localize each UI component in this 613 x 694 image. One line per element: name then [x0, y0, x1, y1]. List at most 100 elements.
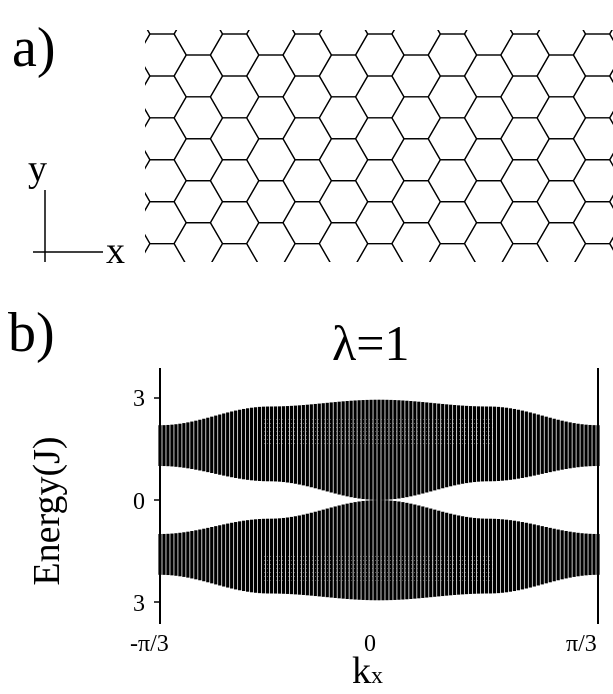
band-slice	[246, 408, 249, 480]
band-slice	[210, 527, 213, 583]
band-slice	[238, 410, 241, 479]
band-slice	[298, 405, 301, 484]
x-axis-label: kx	[352, 652, 383, 690]
band-slice	[397, 501, 400, 599]
band-slice	[234, 522, 237, 589]
band-slice	[421, 506, 424, 597]
band-slice	[290, 517, 293, 594]
band-slice	[501, 519, 504, 592]
band-slice	[282, 518, 285, 594]
band-slice	[557, 530, 560, 581]
band-slice	[545, 527, 548, 583]
band-slice	[588, 534, 591, 575]
band-slice	[294, 406, 297, 484]
band-slice	[449, 514, 452, 596]
band-slice	[553, 529, 556, 582]
band-slice	[338, 505, 341, 598]
band-slice	[401, 400, 404, 497]
band-slice	[234, 411, 237, 478]
band-slice	[569, 532, 572, 578]
band-slice	[525, 523, 528, 589]
band-slice	[322, 403, 325, 490]
band-slice	[389, 400, 392, 500]
band-slice	[294, 516, 297, 594]
x-tick-right: π/3	[566, 632, 597, 656]
band-slice	[218, 415, 221, 475]
band-slice	[210, 417, 213, 473]
band-slice	[170, 425, 173, 467]
x-axis-label-main: k	[352, 650, 371, 692]
band-slice	[580, 424, 583, 467]
band-slice	[409, 401, 412, 496]
band-slice	[342, 401, 345, 495]
band-slice	[441, 404, 444, 488]
band-slice	[389, 501, 392, 601]
band-slice	[365, 501, 368, 601]
band-slice	[318, 511, 321, 597]
band-slice	[449, 405, 452, 487]
band-slice	[258, 407, 261, 481]
band-slice	[457, 405, 460, 484]
band-slice	[469, 406, 472, 482]
band-slice	[397, 400, 400, 498]
band-slice	[588, 425, 591, 466]
band-slice	[417, 402, 420, 495]
band-slice	[182, 532, 185, 577]
band-slice	[493, 519, 496, 594]
band-slice	[298, 515, 301, 594]
band-slice	[242, 409, 245, 479]
band-slice	[365, 400, 368, 500]
band-slice	[385, 500, 388, 600]
band-slice	[334, 506, 337, 597]
band-slice	[461, 516, 464, 594]
band-slice	[178, 533, 181, 577]
band-slice	[580, 533, 583, 576]
band-slice	[533, 413, 536, 475]
band-slice	[433, 403, 436, 490]
band-slice	[206, 418, 209, 472]
band-slice	[326, 509, 329, 598]
band-slice	[202, 529, 205, 582]
band-slice	[429, 509, 432, 598]
y-tick-middle: 0	[133, 490, 145, 514]
band-slice	[194, 530, 197, 579]
band-slice	[381, 400, 384, 500]
band-slice	[541, 526, 544, 584]
band-slice	[250, 520, 253, 593]
band-slice	[565, 531, 568, 578]
band-slice	[178, 424, 181, 468]
band-slice	[162, 425, 165, 466]
band-slice	[505, 520, 508, 593]
band-slice	[541, 416, 544, 474]
band-slice	[174, 533, 177, 576]
band-slice	[529, 412, 532, 476]
band-slice	[517, 410, 520, 479]
band-slice	[226, 412, 229, 476]
band-slice	[405, 503, 408, 599]
band-slice	[525, 411, 528, 477]
band-slice	[501, 407, 504, 480]
band-slice	[465, 517, 468, 594]
band-slice	[330, 402, 333, 492]
band-slice	[497, 519, 500, 593]
band-slice	[405, 401, 408, 497]
band-slice	[453, 405, 456, 485]
band-slice	[409, 504, 412, 599]
band-slice	[584, 534, 587, 576]
band-slice	[493, 407, 496, 482]
band-slice	[537, 525, 540, 585]
band-slice	[202, 419, 205, 472]
band-slice	[190, 531, 193, 578]
band-slice	[441, 512, 444, 596]
band-slice	[445, 513, 448, 596]
band-slice	[529, 524, 532, 588]
band-slice	[425, 507, 428, 597]
x-tick-left: -π/3	[130, 632, 169, 656]
y-tick-bottom: 3	[133, 592, 145, 616]
band-slice	[596, 425, 599, 466]
band-slice	[254, 407, 257, 480]
band-slice	[381, 500, 384, 600]
band-slice	[282, 406, 285, 482]
band-slice	[306, 405, 309, 487]
band-slice	[250, 408, 253, 481]
